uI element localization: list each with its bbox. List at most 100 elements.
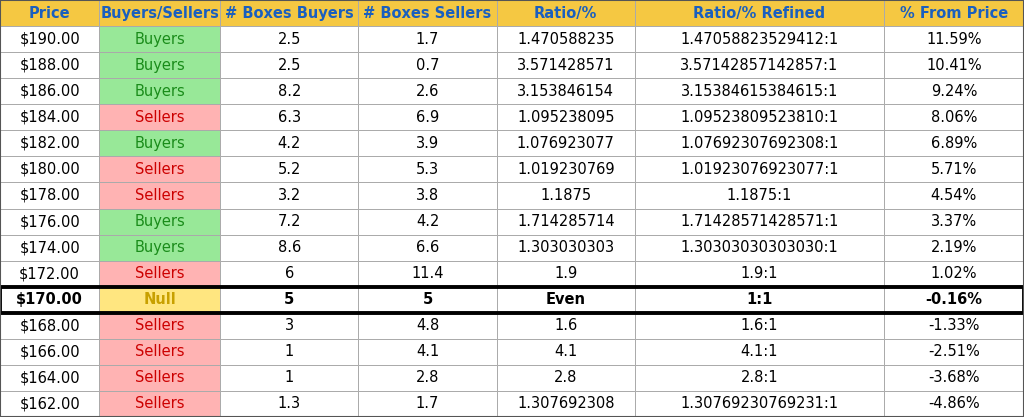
Text: Buyers: Buyers [134, 136, 185, 151]
Text: 2.5: 2.5 [278, 58, 301, 73]
Text: 5: 5 [422, 292, 433, 307]
Bar [0, 130, 99, 156]
Text: 1.1875: 1.1875 [541, 188, 591, 203]
Text: -1.33%: -1.33% [928, 318, 980, 333]
Text: 1.30769230769231:1: 1.30769230769231:1 [680, 397, 839, 412]
Text: 5: 5 [284, 292, 295, 307]
Bar [635, 313, 884, 339]
Bar [635, 183, 884, 208]
Bar [884, 0, 1024, 26]
Bar [497, 234, 635, 261]
Text: 3.2: 3.2 [278, 188, 301, 203]
Bar [358, 156, 497, 183]
Text: 0.7: 0.7 [416, 58, 439, 73]
Text: 4.1:1: 4.1:1 [740, 344, 778, 359]
Text: 3.37%: 3.37% [931, 214, 977, 229]
Text: 1.7: 1.7 [416, 397, 439, 412]
Text: Price: Price [29, 5, 71, 20]
Text: 2.5: 2.5 [278, 32, 301, 47]
Bar [635, 156, 884, 183]
Bar [220, 287, 358, 313]
Text: 1.307692308: 1.307692308 [517, 397, 614, 412]
Text: $188.00: $188.00 [19, 58, 80, 73]
Text: Sellers: Sellers [135, 318, 184, 333]
Text: 3.9: 3.9 [416, 136, 439, 151]
Text: 4.1: 4.1 [554, 344, 578, 359]
Text: 1.019230769: 1.019230769 [517, 162, 614, 177]
Text: 1.303030303: 1.303030303 [517, 240, 614, 255]
Text: -2.51%: -2.51% [928, 344, 980, 359]
Text: 1.9: 1.9 [554, 266, 578, 281]
Text: # Boxes Buyers: # Boxes Buyers [225, 5, 353, 20]
Bar [497, 156, 635, 183]
Bar [99, 26, 220, 52]
Bar [358, 0, 497, 26]
Bar [220, 313, 358, 339]
Bar [497, 313, 635, 339]
Bar [99, 313, 220, 339]
Bar [884, 313, 1024, 339]
Bar [358, 104, 497, 130]
Text: Sellers: Sellers [135, 266, 184, 281]
Text: 3.15384615384615:1: 3.15384615384615:1 [681, 84, 838, 99]
Text: Ratio/% Refined: Ratio/% Refined [693, 5, 825, 20]
Bar [358, 287, 497, 313]
Bar [635, 234, 884, 261]
Bar [884, 52, 1024, 78]
Text: 1:1: 1:1 [746, 292, 772, 307]
Text: 3: 3 [285, 318, 294, 333]
Text: -0.16%: -0.16% [926, 292, 982, 307]
Bar [99, 391, 220, 417]
Text: Buyers: Buyers [134, 214, 185, 229]
Bar [884, 104, 1024, 130]
Text: 1: 1 [285, 370, 294, 385]
Bar [99, 52, 220, 78]
Text: Sellers: Sellers [135, 397, 184, 412]
Bar [0, 0, 99, 26]
Bar [358, 208, 497, 234]
Text: 1.470588235: 1.470588235 [517, 32, 614, 47]
Bar [884, 339, 1024, 365]
Text: $168.00: $168.00 [19, 318, 80, 333]
Text: Sellers: Sellers [135, 188, 184, 203]
Text: 3.571428571: 3.571428571 [517, 58, 614, 73]
Bar [99, 104, 220, 130]
Text: 1.9:1: 1.9:1 [740, 266, 778, 281]
Bar [884, 234, 1024, 261]
Text: 6: 6 [285, 266, 294, 281]
Text: $186.00: $186.00 [19, 84, 80, 99]
Bar [0, 365, 99, 391]
Bar [0, 104, 99, 130]
Bar [497, 261, 635, 287]
Bar [358, 261, 497, 287]
Bar [0, 52, 99, 78]
Text: Sellers: Sellers [135, 370, 184, 385]
Bar [497, 339, 635, 365]
Bar [635, 52, 884, 78]
Text: Buyers: Buyers [134, 32, 185, 47]
Text: Buyers: Buyers [134, 84, 185, 99]
Bar [884, 130, 1024, 156]
Bar [220, 183, 358, 208]
Text: -4.86%: -4.86% [928, 397, 980, 412]
Bar [358, 26, 497, 52]
Text: 1.02%: 1.02% [931, 266, 977, 281]
Bar [497, 26, 635, 52]
Text: 2.8: 2.8 [416, 370, 439, 385]
Text: 1.1875:1: 1.1875:1 [727, 188, 792, 203]
Text: 10.41%: 10.41% [926, 58, 982, 73]
Text: 4.8: 4.8 [416, 318, 439, 333]
Text: 2.19%: 2.19% [931, 240, 977, 255]
Bar [0, 234, 99, 261]
Bar [497, 365, 635, 391]
Text: 1.01923076923077:1: 1.01923076923077:1 [680, 162, 839, 177]
Bar [99, 130, 220, 156]
Bar [99, 339, 220, 365]
Bar [0, 208, 99, 234]
Text: 3.153846154: 3.153846154 [517, 84, 614, 99]
Text: 1.6:1: 1.6:1 [740, 318, 778, 333]
Bar [884, 365, 1024, 391]
Bar [0, 183, 99, 208]
Bar [884, 183, 1024, 208]
Text: 6.6: 6.6 [416, 240, 439, 255]
